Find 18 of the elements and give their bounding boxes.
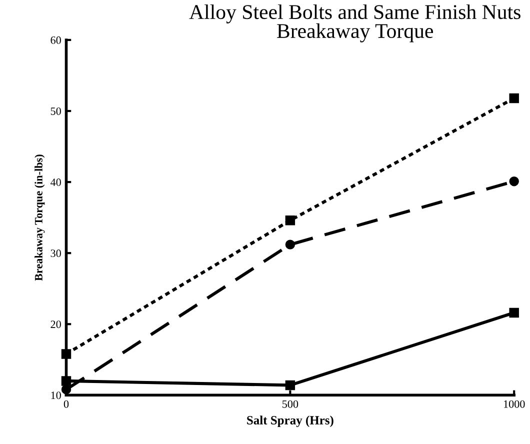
point bbox=[509, 176, 519, 186]
y-tick-label: 30 bbox=[50, 250, 61, 258]
y-axis-title: Breakaway Torque (in-lbs) bbox=[34, 154, 45, 281]
point bbox=[509, 308, 519, 318]
y-tick-label: 20 bbox=[50, 320, 61, 328]
point bbox=[285, 216, 296, 226]
y-tick-label: 60 bbox=[50, 36, 61, 44]
x-tick-label: 0 bbox=[64, 400, 69, 408]
y-tick-label: 40 bbox=[50, 178, 61, 186]
point bbox=[285, 240, 296, 250]
chart-title: Alloy Steel Bolts and Same Finish Nuts Breakaway Torque bbox=[189, 4, 520, 42]
point bbox=[285, 380, 296, 390]
x-tick-label: 1000 bbox=[504, 400, 525, 408]
x-tick-label: 500 bbox=[282, 400, 298, 408]
y-tick-label: 50 bbox=[50, 107, 61, 115]
y-tick-label: 10 bbox=[51, 392, 61, 400]
x-axis-title: Salt Spray (Hrs) bbox=[247, 416, 334, 428]
point bbox=[509, 93, 519, 104]
